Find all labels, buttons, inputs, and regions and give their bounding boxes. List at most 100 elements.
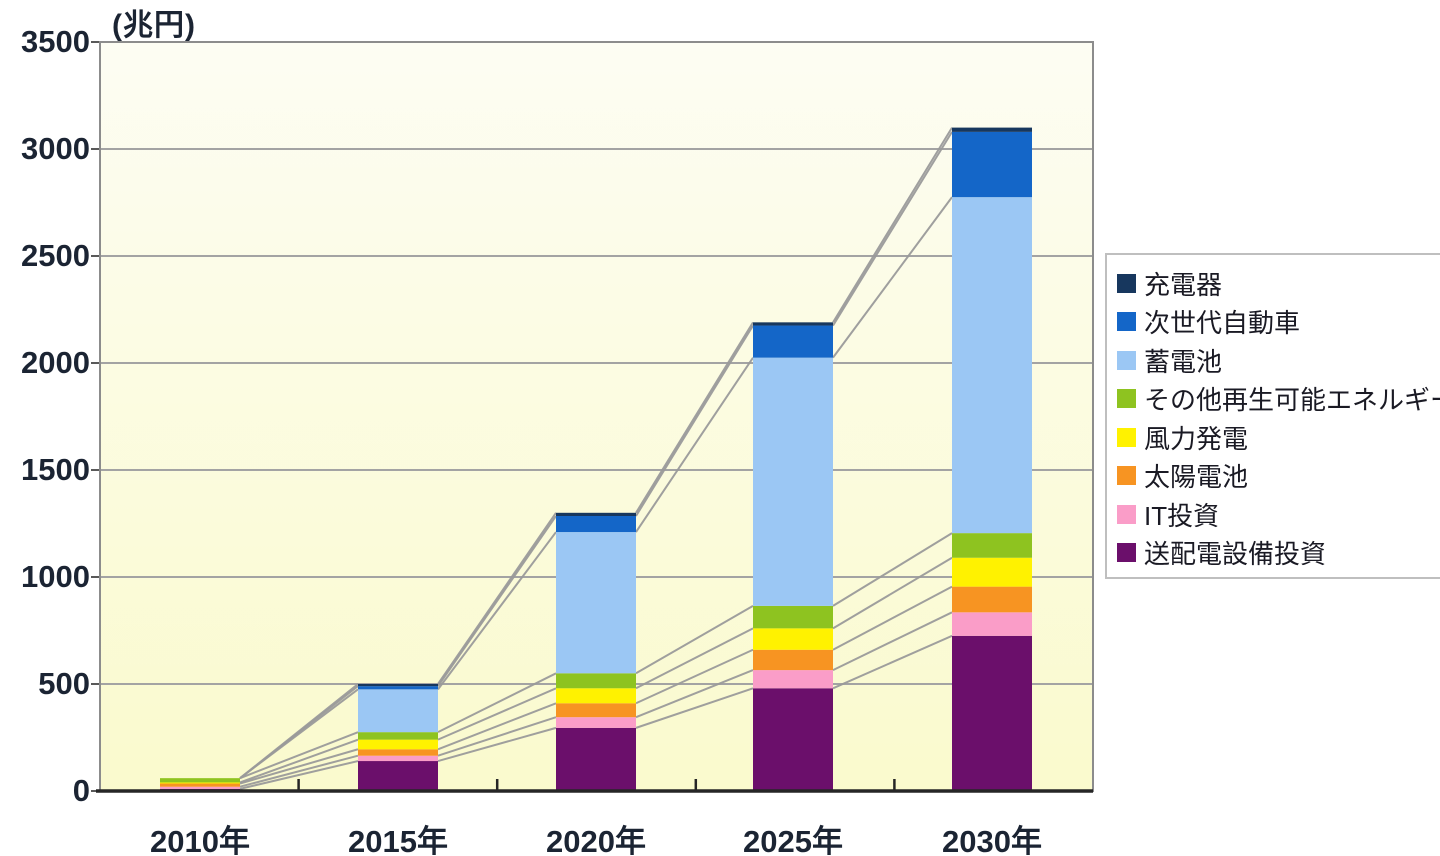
series-connector-line: [437, 531, 557, 690]
bar-segment-風力発電-2010年: [160, 782, 240, 784]
legend-swatch-icon: [1117, 466, 1136, 486]
series-connector-line: [832, 556, 953, 630]
bar-segment-風力発電-2015年: [358, 739, 438, 750]
legend-item-送配電設備投資: 送配電設備投資: [1117, 534, 1440, 573]
series-connector-line: [832, 585, 953, 651]
y-axis-label: 2000: [21, 345, 90, 380]
legend-label: 太陽電池: [1144, 462, 1249, 493]
series-connector-line: [635, 325, 754, 517]
series-connector-line: [832, 127, 953, 323]
legend-swatch-icon: [1117, 312, 1136, 332]
bar-segment-次世代自動車-2025年: [753, 325, 833, 358]
bar-segment-その他再生可能エネルギー-2015年: [358, 732, 438, 740]
series-connector-line: [239, 760, 359, 790]
bar-segment-IT投資-2025年: [753, 670, 833, 689]
series-connector-line: [437, 687, 557, 741]
bar-segment-IT投資-2020年: [556, 717, 636, 728]
bar-segment-蓄電池-2025年: [753, 357, 833, 606]
x-axis-label: 2020年: [546, 824, 646, 856]
series-connector-line: [635, 627, 754, 690]
x-axis-label: 2010年: [150, 824, 250, 856]
x-axis-label: 2030年: [942, 824, 1042, 856]
bar-segment-送配電設備投資-2025年: [753, 688, 833, 791]
legend-label: 充電器: [1144, 269, 1223, 300]
series-connector-line: [239, 738, 359, 784]
legend-swatch-icon: [1117, 350, 1136, 370]
bar-segment-充電器-2025年: [753, 322, 833, 326]
bar-segment-その他再生可能エネルギー-2030年: [952, 533, 1032, 558]
bar-segment-風力発電-2030年: [952, 557, 1032, 587]
series-connector-line: [437, 726, 557, 763]
y-axis-label: 1500: [21, 452, 90, 487]
bar-segment-風力発電-2025年: [753, 628, 833, 650]
bar-segment-蓄電池-2015年: [358, 689, 438, 733]
bar-segment-太陽電池-2025年: [753, 649, 833, 671]
y-axis-label: 500: [38, 666, 90, 701]
bar-segment-送配電設備投資-2015年: [358, 761, 438, 791]
series-connector-line: [832, 131, 953, 327]
legend-item-風力発電: 風力発電: [1117, 418, 1440, 457]
x-axis-label: 2025年: [743, 824, 843, 856]
y-axis-label: 1000: [21, 559, 90, 594]
series-connector-line: [832, 611, 953, 671]
legend-label: 風力発電: [1144, 423, 1249, 454]
legend-item-IT投資: IT投資: [1117, 495, 1440, 534]
legend-swatch-icon: [1117, 543, 1136, 563]
legend-label: 送配電設備投資: [1144, 539, 1327, 570]
bar-segment-太陽電池-2015年: [358, 749, 438, 756]
y-axis-unit-label: (兆円): [112, 9, 196, 42]
series-connector-line: [437, 672, 557, 734]
bar-segment-充電器-2030年: [952, 127, 1032, 132]
bar-segment-その他再生可能エネルギー-2025年: [753, 605, 833, 629]
legend-label: 次世代自動車: [1144, 308, 1301, 339]
legend-swatch-icon: [1117, 504, 1136, 524]
series-connector-line: [239, 731, 359, 780]
legend: 充電器次世代自動車 蓄電池その他再生可能エネルギー 風力発電太陽電池 IT投資送配電設…: [1105, 253, 1440, 579]
legend-label: IT投資: [1144, 500, 1220, 531]
y-axis-label: 3500: [21, 24, 90, 59]
series-connector-line: [239, 683, 359, 779]
series-connector-line: [635, 648, 754, 705]
bar-segment-充電器-2020年: [556, 512, 636, 517]
x-axis-label: 2015年: [348, 824, 448, 856]
series-connector-line: [437, 515, 557, 687]
bar-segment-IT投資-2030年: [952, 612, 1032, 636]
bar-segment-その他再生可能エネルギー-2010年: [160, 778, 240, 783]
y-axis-label: 0: [72, 773, 90, 808]
series-connector-line: [832, 196, 953, 359]
series-connector-line: [832, 532, 953, 607]
bar-segment-送配電設備投資-2030年: [952, 635, 1032, 791]
bar-segment-太陽電池-2030年: [952, 586, 1032, 613]
series-connector-line: [832, 634, 953, 690]
series-connector-line: [635, 321, 754, 514]
series-connector-line: [437, 716, 557, 757]
series-connector-line: [635, 605, 754, 675]
bar-segment-太陽電池-2020年: [556, 703, 636, 718]
y-axis-label: 3000: [21, 131, 90, 166]
series-connector-line: [437, 702, 557, 751]
series-connector-line: [635, 669, 754, 719]
legend-label: その他再生可能エネルギー: [1144, 385, 1440, 416]
bar-segment-蓄電池-2030年: [952, 197, 1032, 534]
y-axis-label: 2500: [21, 238, 90, 273]
bar-segment-IT投資-2010年: [160, 786, 240, 789]
bar-segment-風力発電-2020年: [556, 688, 636, 704]
bar-segment-充電器-2015年: [358, 684, 438, 687]
bar-segment-IT投資-2015年: [358, 755, 438, 762]
bar-segment-次世代自動車-2030年: [952, 131, 1032, 198]
legend-item-太陽電池: 太陽電池: [1117, 457, 1440, 496]
series-connector-line: [635, 687, 754, 729]
legend-label: 蓄電池: [1144, 346, 1223, 377]
bar-segment-送配電設備投資-2020年: [556, 727, 636, 791]
series-connector-line: [437, 512, 557, 685]
legend-swatch-icon: [1117, 427, 1136, 447]
legend-swatch-icon: [1117, 273, 1136, 293]
legend-item-蓄電池: 蓄電池: [1117, 341, 1440, 380]
series-connector-line: [239, 754, 359, 788]
bar-segment-蓄電池-2020年: [556, 532, 636, 674]
legend-item-次世代自動車: 次世代自動車: [1117, 303, 1440, 342]
legend-item-その他再生可能エネルギー: その他再生可能エネルギー: [1117, 380, 1440, 419]
bar-segment-次世代自動車-2015年: [358, 686, 438, 690]
bar-segment-太陽電池-2010年: [160, 783, 240, 787]
